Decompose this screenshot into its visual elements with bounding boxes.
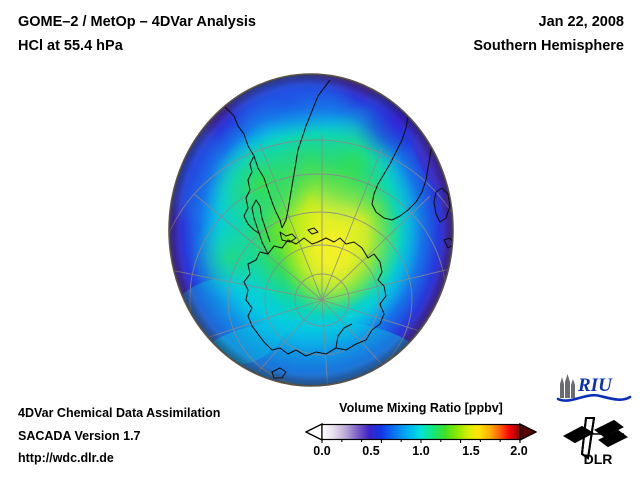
globe-outline	[168, 73, 454, 387]
colorbar-tick-0: 0.0	[313, 444, 331, 458]
credits-block: 4DVar Chemical Data Assimilation SACADA …	[18, 402, 220, 470]
region-label: Southern Hemisphere	[473, 38, 624, 54]
colorbar-tick-1: 0.5	[362, 444, 380, 458]
colorbar-gradient-bar	[321, 423, 521, 441]
colorbar-title: Volume Mixing Ratio [ppbv]	[339, 401, 503, 415]
riu-wordmark: RIU	[577, 375, 613, 396]
riu-towers-icon	[560, 374, 575, 398]
colorbar	[305, 422, 537, 443]
page-title: GOME–2 / MetOp – 4DVar Analysis	[18, 14, 256, 30]
colorbar-block: Volume Mixing Ratio [ppbv]	[305, 400, 537, 462]
colorbar-ticks	[321, 439, 521, 443]
colorbar-left-arrow	[305, 422, 323, 442]
colorbar-tick-3: 1.5	[462, 444, 480, 458]
dlr-logo-mark: DLR	[562, 417, 628, 467]
header-right: Jan 22, 2008 Southern Hemisphere	[473, 10, 624, 58]
header-left: GOME–2 / MetOp – 4DVar Analysis HCl at 5…	[18, 10, 256, 58]
riu-logo: RIU	[556, 372, 632, 409]
colorbar-tick-labels: 0.0 0.5 1.0 1.5 2.0	[305, 444, 537, 462]
credit-url: http://wdc.dlr.de	[18, 451, 114, 465]
dlr-glyph-icon	[562, 417, 628, 460]
globe-edge-shading	[169, 74, 453, 386]
dlr-logo: DLR	[562, 414, 632, 471]
colorbar-tick-4: 2.0	[510, 444, 528, 458]
riu-wave-icon	[556, 393, 632, 402]
riu-logo-mark: RIU	[556, 374, 632, 402]
credit-line-2: SACADA Version 1.7	[18, 428, 141, 443]
page-subtitle: HCl at 55.4 hPa	[18, 38, 123, 54]
dlr-wordmark: DLR	[584, 451, 613, 466]
globe-map	[168, 72, 454, 388]
date-label: Jan 22, 2008	[538, 14, 624, 30]
colorbar-tick-2: 1.0	[412, 444, 430, 458]
credit-line-1: 4DVar Chemical Data Assimilation	[18, 406, 221, 420]
colorbar-right-arrow	[519, 422, 537, 442]
orthographic-projection	[168, 73, 454, 387]
